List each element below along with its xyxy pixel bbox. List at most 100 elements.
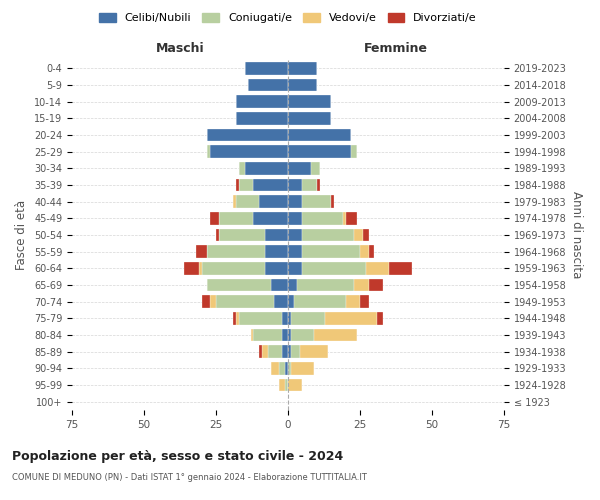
Bar xyxy=(291,362,314,374)
Bar xyxy=(288,262,302,274)
Bar xyxy=(210,146,288,158)
Bar xyxy=(233,312,236,324)
Bar xyxy=(285,362,288,374)
Bar xyxy=(245,62,288,74)
Bar xyxy=(248,79,288,92)
Bar xyxy=(288,229,302,241)
Bar xyxy=(196,246,208,258)
Text: Femmine: Femmine xyxy=(364,42,428,55)
Bar xyxy=(288,146,352,158)
Bar xyxy=(208,129,288,141)
Bar xyxy=(274,296,288,308)
Bar xyxy=(302,179,317,192)
Bar xyxy=(389,262,412,274)
Bar xyxy=(202,262,265,274)
Bar xyxy=(239,162,245,174)
Bar xyxy=(233,196,236,208)
Bar xyxy=(251,329,253,341)
Bar xyxy=(239,179,253,192)
Bar xyxy=(236,112,288,124)
Bar xyxy=(236,196,259,208)
Bar xyxy=(346,296,360,308)
Bar xyxy=(368,279,383,291)
Bar xyxy=(288,362,291,374)
Bar xyxy=(282,312,288,324)
Bar xyxy=(288,129,352,141)
Bar xyxy=(288,179,302,192)
Bar xyxy=(302,262,366,274)
Bar xyxy=(184,262,199,274)
Bar xyxy=(219,229,265,241)
Text: Maschi: Maschi xyxy=(155,42,205,55)
Bar xyxy=(216,296,274,308)
Bar xyxy=(288,279,296,291)
Bar xyxy=(317,179,320,192)
Bar xyxy=(299,346,328,358)
Bar xyxy=(288,96,331,108)
Bar xyxy=(296,279,354,291)
Bar xyxy=(259,346,262,358)
Bar xyxy=(288,62,317,74)
Bar xyxy=(265,262,288,274)
Bar xyxy=(352,146,357,158)
Bar xyxy=(219,212,253,224)
Bar xyxy=(208,279,271,291)
Bar xyxy=(377,312,383,324)
Bar xyxy=(354,279,368,291)
Bar xyxy=(236,179,239,192)
Bar xyxy=(208,146,210,158)
Bar xyxy=(288,346,291,358)
Bar xyxy=(245,162,288,174)
Bar xyxy=(265,246,288,258)
Bar xyxy=(302,229,354,241)
Bar xyxy=(360,296,368,308)
Bar xyxy=(331,196,334,208)
Bar xyxy=(288,196,302,208)
Bar xyxy=(366,262,389,274)
Bar xyxy=(325,312,377,324)
Bar xyxy=(288,296,294,308)
Bar xyxy=(291,329,314,341)
Bar xyxy=(363,229,368,241)
Bar xyxy=(288,329,291,341)
Bar xyxy=(302,212,343,224)
Text: Popolazione per età, sesso e stato civile - 2024: Popolazione per età, sesso e stato civil… xyxy=(12,450,343,463)
Bar xyxy=(268,346,282,358)
Bar xyxy=(346,212,357,224)
Y-axis label: Anni di nascita: Anni di nascita xyxy=(570,192,583,278)
Text: COMUNE DI MEDUNO (PN) - Dati ISTAT 1° gennaio 2024 - Elaborazione TUTTITALIA.IT: COMUNE DI MEDUNO (PN) - Dati ISTAT 1° ge… xyxy=(12,472,367,482)
Bar xyxy=(271,362,280,374)
Bar xyxy=(294,296,346,308)
Bar xyxy=(262,346,268,358)
Bar xyxy=(302,196,331,208)
Bar xyxy=(282,346,288,358)
Bar xyxy=(236,96,288,108)
Bar xyxy=(253,212,288,224)
Bar xyxy=(291,346,299,358)
Bar xyxy=(282,329,288,341)
Bar xyxy=(210,296,216,308)
Bar xyxy=(288,312,291,324)
Bar xyxy=(280,362,285,374)
Bar xyxy=(202,296,210,308)
Bar xyxy=(253,329,282,341)
Bar xyxy=(216,229,219,241)
Bar xyxy=(210,212,219,224)
Y-axis label: Fasce di età: Fasce di età xyxy=(16,200,28,270)
Bar xyxy=(288,379,302,391)
Bar xyxy=(291,312,325,324)
Bar xyxy=(271,279,288,291)
Bar xyxy=(354,229,363,241)
Bar xyxy=(288,162,311,174)
Bar xyxy=(314,329,357,341)
Bar xyxy=(208,246,265,258)
Bar xyxy=(199,262,202,274)
Bar xyxy=(302,246,360,258)
Bar xyxy=(288,212,302,224)
Bar xyxy=(239,312,282,324)
Bar xyxy=(288,112,331,124)
Bar xyxy=(253,179,288,192)
Bar xyxy=(288,79,317,92)
Bar xyxy=(360,246,368,258)
Legend: Celibi/Nubili, Coniugati/e, Vedovi/e, Divorziati/e: Celibi/Nubili, Coniugati/e, Vedovi/e, Di… xyxy=(95,8,481,28)
